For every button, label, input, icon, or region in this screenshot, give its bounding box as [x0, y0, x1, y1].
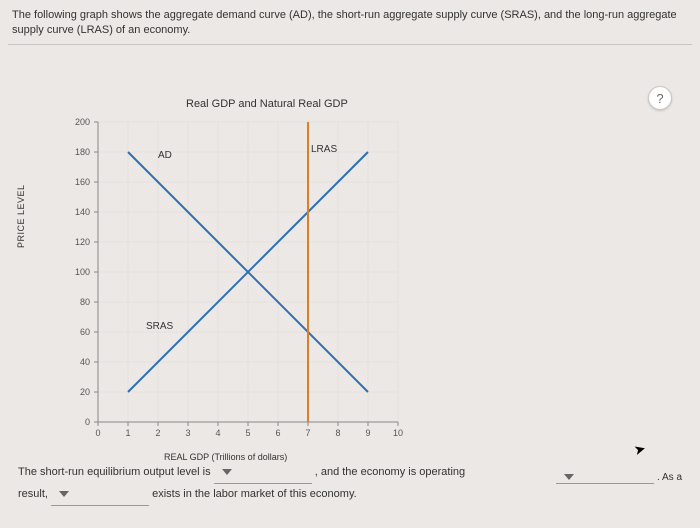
svg-text:7: 7	[305, 428, 310, 438]
dropdown-1[interactable]	[214, 462, 312, 484]
footer: The short-run equilibrium output level i…	[18, 462, 682, 506]
x-axis-label: REAL GDP (Trillions of dollars)	[164, 452, 287, 462]
svg-text:8: 8	[335, 428, 340, 438]
dropdown-2[interactable]	[51, 484, 149, 506]
divider	[8, 44, 692, 45]
svg-text:3: 3	[185, 428, 190, 438]
svg-text:1: 1	[125, 428, 130, 438]
svg-text:80: 80	[80, 297, 90, 307]
svg-text:6: 6	[275, 428, 280, 438]
help-button[interactable]: ?	[648, 86, 672, 110]
cursor-icon: ➤	[632, 440, 648, 459]
footer-text-1a: The short-run equilibrium output level i…	[18, 466, 214, 478]
svg-text:180: 180	[75, 147, 90, 157]
svg-text:2: 2	[155, 428, 160, 438]
footer-text-1b: , and the economy is operating	[315, 466, 465, 478]
svg-text:AD: AD	[158, 150, 172, 161]
intro-text: The following graph shows the aggregate …	[12, 8, 688, 39]
svg-text:140: 140	[75, 207, 90, 217]
chart: Real GDP and Natural Real GDP PRICE LEVE…	[54, 98, 434, 460]
svg-text:LRAS: LRAS	[311, 144, 337, 155]
svg-text:60: 60	[80, 327, 90, 337]
svg-text:200: 200	[75, 117, 90, 127]
svg-text:0: 0	[85, 417, 90, 427]
svg-text:10: 10	[393, 428, 403, 438]
footer-text-2b: exists in the labor market of this econo…	[152, 488, 357, 500]
chart-svg: 012345678910020406080100120140160180200A…	[54, 116, 434, 446]
svg-text:SRAS: SRAS	[146, 321, 174, 332]
svg-text:160: 160	[75, 177, 90, 187]
chart-title: Real GDP and Natural Real GDP	[186, 98, 348, 110]
svg-text:5: 5	[245, 428, 250, 438]
svg-text:100: 100	[75, 267, 90, 277]
y-axis-label: PRICE LEVEL	[16, 184, 26, 248]
svg-text:120: 120	[75, 237, 90, 247]
svg-text:9: 9	[365, 428, 370, 438]
footer-text-2a: result,	[18, 488, 51, 500]
svg-text:20: 20	[80, 387, 90, 397]
svg-text:40: 40	[80, 357, 90, 367]
svg-text:4: 4	[215, 428, 220, 438]
svg-text:0: 0	[95, 428, 100, 438]
